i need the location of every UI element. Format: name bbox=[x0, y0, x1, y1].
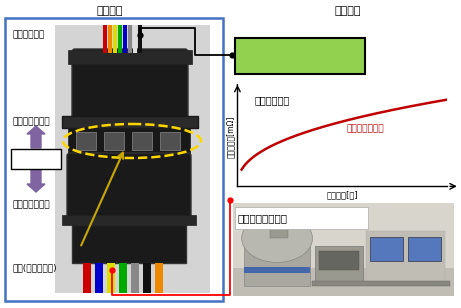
Bar bbox=[138, 25, 142, 53]
Bar bbox=[143, 263, 151, 293]
Bar bbox=[113, 25, 117, 53]
Text: 接触抜抗計測装置: 接触抜抗計測装置 bbox=[277, 46, 324, 56]
Bar bbox=[119, 263, 127, 293]
Text: 《評価》: 《評価》 bbox=[335, 6, 361, 16]
Bar bbox=[104, 132, 124, 150]
Bar bbox=[370, 237, 403, 261]
Bar bbox=[133, 25, 136, 53]
Bar bbox=[68, 50, 192, 64]
Bar bbox=[62, 215, 196, 225]
Bar bbox=[155, 263, 163, 293]
FancyArrow shape bbox=[27, 126, 45, 148]
FancyArrow shape bbox=[27, 170, 45, 192]
Text: 接触抜抗値増加: 接触抜抗値増加 bbox=[347, 125, 384, 134]
Bar bbox=[68, 128, 190, 156]
Text: 接触抜抗測定: 接触抜抗測定 bbox=[254, 95, 290, 105]
FancyBboxPatch shape bbox=[11, 149, 61, 169]
Bar bbox=[107, 263, 115, 293]
Bar bbox=[366, 231, 445, 282]
Text: 微摇動: 微摇動 bbox=[28, 155, 44, 164]
Bar bbox=[55, 25, 210, 293]
Ellipse shape bbox=[242, 214, 313, 262]
Bar bbox=[108, 25, 112, 53]
X-axis label: 摇動回数[回]: 摇動回数[回] bbox=[326, 191, 358, 200]
Bar bbox=[123, 25, 126, 53]
Bar bbox=[103, 25, 106, 53]
Y-axis label: 接触抜抗値[mΩ]: 接触抜抗値[mΩ] bbox=[225, 116, 235, 158]
Bar bbox=[160, 132, 180, 150]
Bar bbox=[235, 207, 368, 229]
Bar bbox=[132, 132, 152, 150]
Bar bbox=[244, 236, 310, 286]
Text: メス側コネクタ: メス側コネクタ bbox=[12, 117, 50, 127]
FancyBboxPatch shape bbox=[67, 153, 191, 219]
Text: 《試験》: 《試験》 bbox=[97, 6, 123, 16]
Text: 摩耗粉の成分分析: 摩耗粉の成分分析 bbox=[237, 213, 287, 223]
Bar bbox=[131, 263, 139, 293]
FancyBboxPatch shape bbox=[72, 49, 188, 120]
Bar bbox=[233, 268, 454, 296]
Text: 恒温恒湿槽内: 恒温恒湿槽内 bbox=[12, 30, 44, 39]
Text: (多ピン同時計測仕様): (多ピン同時計測仕様) bbox=[272, 59, 328, 68]
Text: オス側コネクタ: オス側コネクタ bbox=[12, 201, 50, 209]
Bar bbox=[95, 263, 103, 293]
Bar bbox=[76, 132, 96, 150]
Bar bbox=[5, 18, 223, 301]
Bar bbox=[271, 215, 288, 238]
Bar bbox=[233, 203, 454, 268]
Bar bbox=[118, 25, 122, 53]
Bar bbox=[319, 251, 359, 270]
Bar bbox=[62, 116, 198, 128]
Bar bbox=[313, 281, 449, 286]
Bar bbox=[315, 246, 363, 285]
Bar bbox=[244, 267, 310, 273]
Bar bbox=[72, 225, 186, 263]
Text: 接点(ピン、電極): 接点(ピン、電極) bbox=[12, 264, 57, 273]
Bar bbox=[83, 263, 91, 293]
Bar bbox=[408, 237, 441, 261]
Bar bbox=[128, 25, 131, 53]
Bar bbox=[235, 38, 365, 74]
